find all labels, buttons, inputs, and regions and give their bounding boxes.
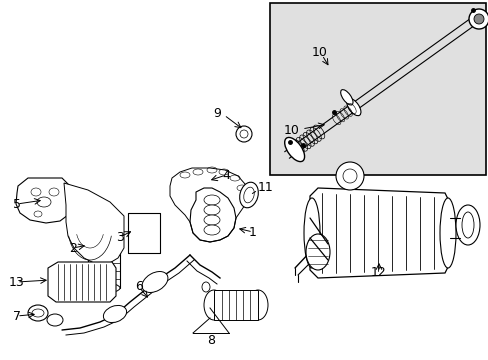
Ellipse shape <box>203 225 220 235</box>
Ellipse shape <box>28 305 48 321</box>
Text: 1: 1 <box>248 225 256 239</box>
Ellipse shape <box>142 271 167 292</box>
Ellipse shape <box>203 205 220 215</box>
Ellipse shape <box>335 162 363 190</box>
Ellipse shape <box>473 14 483 24</box>
Bar <box>88 218 120 288</box>
Ellipse shape <box>202 282 209 292</box>
Ellipse shape <box>88 283 120 293</box>
Ellipse shape <box>239 182 258 208</box>
Ellipse shape <box>203 195 220 205</box>
Ellipse shape <box>455 205 479 245</box>
Text: 11: 11 <box>258 180 273 194</box>
Text: 10: 10 <box>284 123 299 136</box>
Ellipse shape <box>346 98 360 116</box>
Text: 6: 6 <box>135 280 142 293</box>
Ellipse shape <box>305 234 329 270</box>
Text: 8: 8 <box>206 333 215 346</box>
Ellipse shape <box>284 138 304 162</box>
Ellipse shape <box>203 215 220 225</box>
Text: 5: 5 <box>13 198 21 211</box>
Bar <box>269 3 485 175</box>
Ellipse shape <box>304 198 319 268</box>
Text: 7: 7 <box>13 310 21 323</box>
Ellipse shape <box>203 290 224 320</box>
Bar <box>214 290 258 320</box>
Polygon shape <box>16 178 68 223</box>
Text: 10: 10 <box>311 45 327 59</box>
Text: 2: 2 <box>69 242 77 255</box>
Ellipse shape <box>47 314 63 326</box>
Polygon shape <box>48 262 116 302</box>
Text: 13: 13 <box>9 275 25 288</box>
Polygon shape <box>190 188 236 242</box>
Ellipse shape <box>236 126 251 142</box>
Text: 9: 9 <box>213 107 221 120</box>
Ellipse shape <box>468 9 488 29</box>
Ellipse shape <box>247 290 267 320</box>
Ellipse shape <box>88 213 120 223</box>
Ellipse shape <box>103 305 126 323</box>
Polygon shape <box>309 188 449 278</box>
Text: 3: 3 <box>116 230 123 243</box>
Text: 4: 4 <box>222 168 229 181</box>
Ellipse shape <box>439 198 455 268</box>
Bar <box>128 213 160 253</box>
Text: 12: 12 <box>370 266 386 279</box>
Polygon shape <box>64 183 124 264</box>
Ellipse shape <box>340 90 352 105</box>
